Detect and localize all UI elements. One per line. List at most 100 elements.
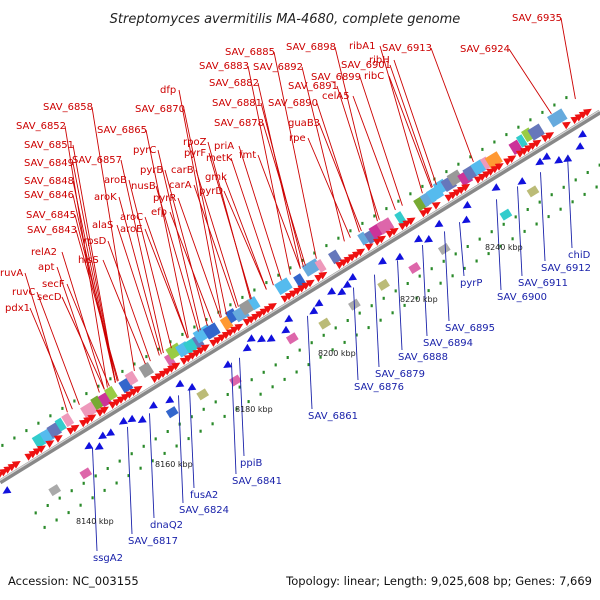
scale-tick [562, 185, 565, 189]
forward-gene-label[interactable]: pyrC [133, 145, 156, 156]
reverse-gene-label[interactable]: SAV_6895 [445, 323, 495, 334]
forward-gene-label[interactable]: pdx1 [5, 303, 30, 314]
forward-gene-arrow [200, 344, 210, 353]
forward-gene-label[interactable]: SAV_6857 [72, 155, 122, 166]
forward-gene-leader [36, 291, 80, 405]
forward-gene-label[interactable]: SAV_6935 [512, 13, 562, 24]
forward-gene-label[interactable]: celA5 [322, 91, 350, 102]
forward-gene-label[interactable]: apt [38, 262, 54, 273]
forward-gene-label[interactable]: SAV_6865 [97, 125, 147, 136]
forward-gene-leader [316, 102, 360, 233]
scale-tick [505, 133, 508, 137]
forward-gene-arrow [561, 121, 571, 130]
forward-gene-label[interactable]: ribH [369, 55, 390, 66]
forward-gene-leader [169, 211, 213, 323]
forward-gene-label[interactable]: pyrD [199, 186, 223, 197]
scale-tick [418, 274, 421, 278]
forward-gene-label[interactable]: gmk [205, 172, 227, 183]
forward-gene-label[interactable]: relA2 [31, 247, 57, 258]
forward-gene-label[interactable]: efp [151, 207, 167, 218]
forward-gene-arrow [389, 227, 399, 236]
reverse-feature-box [165, 406, 179, 419]
forward-gene-leader [307, 137, 351, 238]
forward-gene-label[interactable]: rpoZ [183, 137, 207, 148]
scale-tick [55, 518, 58, 522]
scale-tick [466, 245, 469, 248]
forward-gene-label[interactable]: fmt [239, 150, 256, 161]
forward-gene-label[interactable]: SAV_6898 [286, 42, 336, 53]
forward-gene-label[interactable]: pyrR [153, 193, 176, 204]
reverse-gene-label[interactable]: fusA2 [190, 490, 218, 501]
forward-gene-label[interactable]: priA [214, 141, 234, 152]
forward-gene-label[interactable]: SAV_6843 [27, 225, 77, 236]
forward-gene-label[interactable]: SAV_6858 [43, 102, 93, 113]
forward-gene-label[interactable]: aroC [120, 212, 143, 223]
forward-gene-label[interactable]: SAV_6848 [24, 176, 74, 187]
forward-gene-label[interactable]: ribC [364, 71, 384, 82]
forward-gene-label[interactable]: SAV_6849 [24, 158, 74, 169]
forward-gene-label[interactable]: SAV_6892 [253, 62, 303, 73]
forward-gene-label[interactable]: SAV_6870 [135, 104, 185, 115]
reverse-gene-label[interactable]: SAV_6817 [128, 536, 178, 547]
forward-gene-label[interactable]: pyrF [184, 148, 206, 159]
reverse-gene-label[interactable]: SAV_6912 [541, 263, 591, 274]
forward-gene-label[interactable]: secD [37, 292, 62, 303]
reverse-gene-label[interactable]: ppiB [240, 458, 262, 469]
forward-gene-label[interactable]: SAV_6852 [16, 121, 66, 132]
reverse-gene-label[interactable]: SAV_6900 [497, 292, 547, 303]
scale-tick [583, 192, 586, 196]
reverse-gene-arrow [256, 334, 266, 343]
forward-gene-label[interactable]: nusB [131, 181, 156, 192]
forward-gene-label[interactable]: SAV_6899 [311, 72, 361, 83]
forward-gene-label[interactable]: guaB3 [288, 118, 320, 129]
forward-gene-leader [238, 145, 282, 281]
forward-gene-label[interactable]: alaS [92, 220, 113, 231]
forward-gene-label[interactable]: aroB [104, 175, 127, 186]
forward-gene-label[interactable]: SAV_6885 [225, 47, 275, 58]
forward-gene-label[interactable]: ruvA [0, 268, 23, 279]
scale-tick [73, 399, 76, 403]
forward-gene-label[interactable]: SAV_6851 [24, 140, 74, 151]
forward-gene-label[interactable]: ruvC [12, 287, 35, 298]
forward-gene-label[interactable]: carB [171, 165, 194, 176]
scale-tick [451, 274, 454, 278]
reverse-gene-label[interactable]: SAV_6841 [232, 476, 282, 487]
reverse-gene-label[interactable]: SAV_6911 [518, 278, 568, 289]
reverse-gene-label[interactable]: SAV_6879 [375, 369, 425, 380]
reverse-gene-label[interactable]: SAV_6876 [354, 382, 404, 393]
forward-gene-label[interactable]: carA [169, 180, 192, 191]
feature-box [314, 259, 327, 273]
reverse-gene-label[interactable]: SAV_6894 [423, 338, 473, 349]
forward-gene-label[interactable]: rpe [289, 133, 306, 144]
reverse-gene-label[interactable]: ssgA2 [93, 553, 123, 564]
reverse-gene-arrow [223, 360, 233, 368]
forward-gene-label[interactable]: SAV_6901 [341, 60, 391, 71]
scale-tick [274, 363, 277, 367]
reverse-gene-label[interactable]: pyrP [460, 278, 482, 289]
forward-gene-label[interactable]: SAV_6890 [268, 98, 318, 109]
forward-gene-label[interactable]: rpsD [83, 236, 107, 247]
forward-gene-label[interactable]: metK [206, 153, 233, 164]
forward-gene-label[interactable]: SAV_6924 [460, 44, 510, 55]
reverse-gene-label[interactable]: SAV_6861 [308, 411, 358, 422]
forward-gene-label[interactable]: SAV_6845 [26, 210, 76, 221]
reverse-gene-label[interactable]: chiD [568, 250, 591, 261]
forward-gene-label[interactable]: SAV_6883 [199, 61, 249, 72]
forward-gene-label[interactable]: aroE [120, 224, 142, 235]
forward-gene-label[interactable]: SAV_6881 [212, 98, 262, 109]
reverse-gene-label[interactable]: SAV_6824 [179, 505, 229, 516]
reverse-gene-label[interactable]: SAV_6888 [398, 352, 448, 363]
forward-gene-label[interactable]: SAV_6882 [209, 78, 259, 89]
forward-gene-label[interactable]: SAV_6878 [214, 118, 264, 129]
forward-gene-label[interactable]: aroK [94, 192, 117, 203]
forward-gene-label[interactable]: SAV_6891 [288, 81, 338, 92]
forward-gene-label[interactable]: SAV_6913 [382, 43, 432, 54]
reverse-gene-label[interactable]: dnaQ2 [150, 520, 183, 531]
feature-box [247, 296, 261, 311]
forward-gene-label[interactable]: dfp [160, 85, 176, 96]
forward-gene-label[interactable]: ribA1 [349, 41, 375, 52]
forward-gene-label[interactable]: pyrB [140, 165, 163, 176]
forward-gene-label[interactable]: SAV_6846 [24, 190, 74, 201]
forward-gene-label[interactable]: secF [42, 279, 65, 290]
forward-gene-label[interactable]: hisS [78, 255, 99, 266]
